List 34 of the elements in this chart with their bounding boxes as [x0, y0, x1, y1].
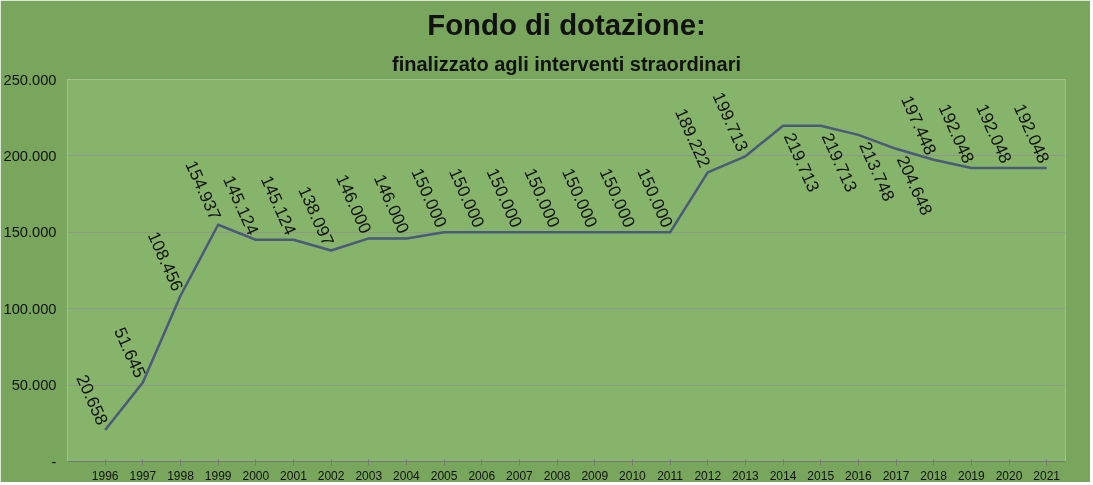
x-tick-label: 2012 [694, 468, 722, 483]
x-tick-label: 2019 [958, 468, 986, 483]
y-tick-label: 200.000 [3, 147, 57, 164]
x-tick-label: 2016 [845, 468, 873, 483]
x-tick-label: 1997 [129, 468, 157, 483]
x-tick-label: 2018 [920, 468, 948, 483]
x-tick-label: 2000 [242, 468, 270, 483]
y-tick-label: 50.000 [11, 377, 57, 394]
x-tick-label: 2005 [430, 468, 458, 483]
x-tick-label: 2002 [317, 468, 345, 483]
x-tick-label: 1999 [204, 468, 232, 483]
x-tick-label: 2013 [732, 468, 760, 483]
x-tick-label: 2007 [506, 468, 534, 483]
x-tick-label: 1996 [91, 468, 119, 483]
x-tick-label: 2001 [280, 468, 308, 483]
x-tick-label: 2017 [882, 468, 910, 483]
x-tick-label: 2010 [619, 468, 647, 483]
x-tick-label: 2020 [995, 468, 1023, 483]
x-tick-label: 2014 [769, 468, 797, 483]
x-tick-label: 2021 [1033, 468, 1061, 483]
chart-subtitle: finalizzato agli interventi straordinari [392, 52, 741, 75]
x-tick-label: 1998 [167, 468, 195, 483]
x-tick-label: 2009 [581, 468, 609, 483]
x-tick-label: 2003 [355, 468, 383, 483]
y-tick-label: 150.000 [3, 224, 57, 241]
x-tick-label: 2008 [543, 468, 571, 483]
chart-title: Fondo di dotazione: [427, 7, 706, 41]
y-tick-label: 100.000 [3, 300, 57, 317]
x-tick-label: 2011 [657, 468, 684, 483]
x-tick-label: 2015 [807, 468, 835, 483]
x-tick-label: 2006 [468, 468, 496, 483]
x-tick-label: 2004 [393, 468, 421, 483]
y-tick-label: 250.000 [3, 71, 57, 88]
y-tick-label: - [51, 453, 57, 470]
